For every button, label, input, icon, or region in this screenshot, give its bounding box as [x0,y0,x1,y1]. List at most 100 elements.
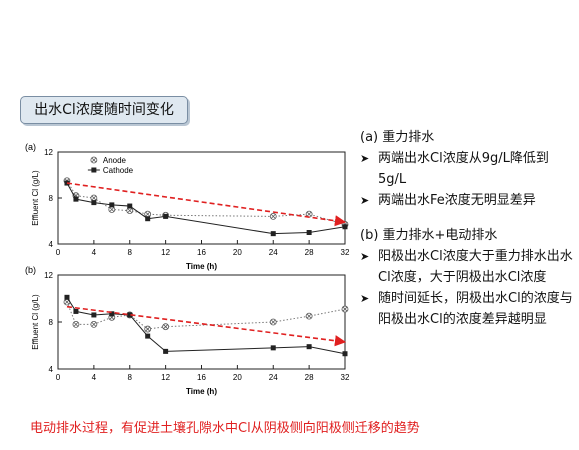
x-tick-label: 16 [197,373,206,382]
x-tick-label: 20 [233,248,242,257]
x-tick-label: 8 [128,248,133,257]
trend-arrow [66,182,347,227]
data-point-cathode [306,230,312,235]
x-tick-label: 24 [269,373,278,382]
series-line-cathode [66,182,346,235]
series-line-cathode [66,297,346,355]
legend-marker-anode [90,156,98,164]
data-point-cathode [145,333,151,339]
data-point-cathode [145,216,151,222]
data-point-cathode [270,231,276,237]
x-tick-label: 0 [56,248,61,257]
x-tick-label: 4 [92,248,97,257]
data-point-anode [269,213,277,220]
data-point-anode [305,312,313,320]
footer-conclusion: 电动排水过程，有促进土壤孔隙水中Cl从阴极侧向阳极侧迁移的趋势 [30,421,420,436]
x-axis-label: Time (h) [186,262,217,271]
data-point-cathode [163,213,169,219]
y-tick-label: 4 [49,365,54,374]
data-point-anode [144,325,152,333]
data-point-cathode [270,345,276,351]
panel-label: (a) [25,142,36,152]
marker-cross [91,195,97,201]
section-a-heading: (a) 重力排水 [360,130,435,145]
section-a-bullet-1: ➤ 两端出水Cl浓度从9g/L降低到5g/L [360,148,575,190]
trend-arrow [66,305,347,347]
data-point-cathode [306,344,312,350]
marker-cross [73,322,79,327]
data-point-cathode [64,294,70,300]
marker-cross [64,299,70,305]
x-tick-label: 0 [56,373,61,382]
marker-cross [270,319,276,325]
data-point-cathode [127,312,133,318]
x-tick-label: 28 [305,248,314,257]
bullet-arrow-icon: ➤ [360,250,370,263]
y-tick-label: 8 [49,194,54,203]
x-tick-label: 28 [305,373,314,382]
legend-label-anode: Anode [103,156,127,165]
data-point-cathode [73,196,79,202]
y-tick-label: 4 [49,240,54,249]
section-b-bullet-2: ➤ 随时间延长，阴极出水Cl的浓度与阳极出水Cl的浓度差异越明显 [360,288,575,330]
x-tick-label: 32 [341,373,350,382]
bullet-arrow-icon: ➤ [360,194,370,207]
marker-cross [342,306,348,312]
x-tick-label: 16 [197,248,206,257]
x-tick-label: 24 [269,248,278,257]
data-point-anode [90,320,98,328]
section-b-bullet-1: ➤ 阳极出水Cl浓度大于重力排水出水Cl浓度，大于阴极出水Cl浓度 [360,246,575,288]
section-a-bullet-2: ➤ 两端出水Fe浓度无明显差异 [360,190,575,211]
marker-cross [163,324,168,329]
marker-cross [91,157,97,163]
x-tick-label: 20 [233,373,242,382]
plot-frame [57,151,346,245]
x-tick-label: 8 [128,373,133,382]
bullet-arrow-icon: ➤ [360,152,370,165]
bullet-text: 两端出水Fe浓度无明显差异 [378,193,536,208]
right-panel: (a) 重力排水 ➤ 两端出水Cl浓度从9g/L降低到5g/L ➤ 两端出水Fe… [360,123,575,330]
x-tick-label: 12 [161,373,170,382]
panel-label: (b) [25,265,36,275]
marker-cross [306,313,312,319]
slide-title: 出水Cl浓度随时间变化 [20,96,188,124]
data-point-anode [144,210,152,218]
bullet-text: 随时间延长，阴极出水Cl的浓度与阳极出水Cl的浓度差异越明显 [378,291,573,327]
y-axis-label: Effluent Cl (g/L) [31,170,40,226]
marker-cross [270,214,276,219]
legend-label-cathode: Cathode [103,166,134,175]
x-tick-label: 12 [161,248,170,257]
data-point-cathode [109,311,115,317]
x-axis-label: Time (h) [186,387,217,396]
data-point-cathode [163,348,169,354]
data-point-cathode [127,203,133,209]
x-tick-label: 4 [92,373,97,382]
data-point-cathode [342,224,348,230]
data-point-cathode [91,200,97,206]
x-tick-label: 32 [341,248,350,257]
y-axis-label: Effluent Cl (g/L) [31,294,40,350]
data-point-anode [305,210,313,218]
data-point-cathode [73,308,79,314]
data-point-anode [269,318,277,326]
bullet-text: 两端出水Cl浓度从9g/L降低到5g/L [378,151,549,187]
y-tick-label: 8 [49,318,54,327]
marker-cross [145,326,150,332]
y-tick-label: 12 [44,271,53,280]
marker-cross [91,322,97,327]
marker-cross [145,211,150,217]
data-point-cathode [342,351,348,357]
legend-marker-cathode [91,167,97,173]
marker-cross [109,207,115,212]
marker-cross [127,208,133,213]
data-point-anode [341,305,349,313]
data-point-cathode [109,202,115,208]
y-tick-label: 12 [44,148,53,157]
data-point-anode [72,320,80,328]
section-b-heading: (b) 重力排水+电动排水 [360,228,498,243]
marker-cross [306,211,312,217]
data-point-anode [162,323,170,331]
